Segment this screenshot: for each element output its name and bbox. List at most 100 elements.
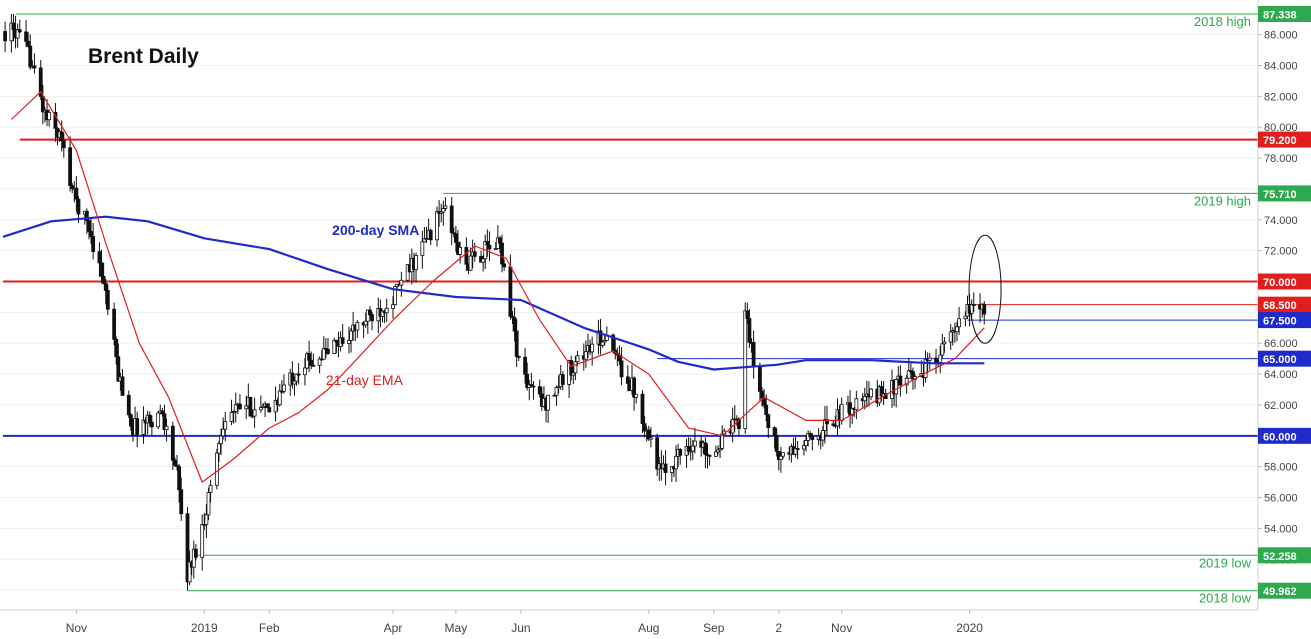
candle-body: [640, 393, 645, 425]
candle-body: [89, 231, 93, 237]
candle-body: [422, 238, 427, 243]
candle-body: [164, 425, 169, 431]
candle-body: [321, 347, 326, 360]
level-label-bg: [1258, 350, 1311, 367]
x-tick-label: Apr: [384, 621, 403, 635]
candle-body: [485, 241, 490, 246]
candle-body: [772, 427, 777, 436]
candle-body: [825, 419, 829, 425]
candle-body: [611, 334, 616, 351]
level-annotation: 2018 high: [1194, 14, 1251, 29]
candle-body: [229, 412, 234, 422]
sma-200-line: [2, 215, 985, 371]
candle-body: [311, 364, 316, 367]
candle-body: [91, 236, 96, 253]
level-label: 60.000: [1263, 431, 1297, 443]
annotations: 200-day SMA 21-day EMA: [326, 222, 1002, 388]
candle-body: [693, 440, 697, 447]
candle-body: [703, 442, 708, 455]
candle-body: [850, 408, 855, 416]
candle-body: [948, 331, 953, 343]
level-label: 68.500: [1263, 300, 1297, 312]
candle-body: [820, 430, 825, 441]
candle-body: [894, 379, 899, 395]
candle-body: [938, 354, 943, 363]
level-label-bg: [1258, 6, 1311, 22]
candle-body: [147, 414, 152, 423]
candle-body: [963, 315, 968, 320]
candle-body: [869, 388, 873, 398]
candle-body: [405, 264, 410, 281]
candle-body: [906, 370, 911, 379]
annotation-label: 200-day SMA: [332, 222, 419, 238]
candle-body: [173, 459, 177, 466]
candle-body: [323, 347, 328, 350]
candle-body: [428, 229, 433, 241]
candle-body: [38, 67, 43, 97]
candle-body: [523, 356, 527, 375]
level-annotation: 2019 low: [1199, 555, 1252, 570]
candle-body: [208, 484, 213, 493]
candle-body: [514, 330, 519, 357]
candle-body: [498, 237, 502, 244]
candle-body: [99, 262, 104, 277]
candle-body: [690, 445, 695, 452]
candle-body: [625, 376, 630, 384]
candle-body: [598, 330, 603, 346]
level-label-bg: [1258, 296, 1311, 313]
candle-body: [116, 356, 121, 382]
level-label-bg: [1258, 427, 1311, 444]
candle-body: [177, 466, 182, 491]
candle-body: [571, 372, 576, 376]
ema-21-line: [10, 91, 985, 483]
candle-body: [831, 423, 836, 426]
grid: [0, 34, 1258, 591]
candle-body: [120, 376, 125, 396]
candle-body: [370, 314, 374, 322]
candle-body: [982, 303, 987, 315]
candle-body: [399, 279, 404, 286]
candle-body: [250, 415, 255, 418]
candle-body: [441, 208, 446, 213]
level-label: 65.000: [1263, 354, 1297, 366]
level-label-bg: [1258, 131, 1311, 148]
candle-body: [202, 524, 207, 526]
candle-body: [508, 266, 513, 317]
candle-body: [217, 443, 221, 454]
candle-body: [424, 238, 429, 240]
candle-body: [307, 353, 312, 361]
x-tick-label: Sep: [703, 621, 725, 635]
candle-body: [179, 489, 184, 515]
chart-title: Brent Daily: [88, 45, 199, 68]
horizontal-levels: 2018 high 2019 high 2019 low 2018 low: [3, 13, 1258, 606]
candle-body: [309, 359, 314, 366]
candle-body: [802, 445, 806, 450]
level-annotation: 2018 low: [1199, 591, 1252, 606]
candle-body: [839, 403, 844, 422]
candle-body: [435, 211, 439, 241]
candle-body: [529, 384, 534, 387]
x-tick-label: Nov: [66, 621, 87, 635]
candle-body: [634, 393, 639, 398]
candle-body: [53, 111, 58, 129]
candle-body: [206, 492, 211, 516]
candle-body: [674, 455, 678, 470]
candle-body: [347, 339, 351, 344]
candle-body: [68, 147, 72, 186]
candle-body: [340, 337, 345, 344]
candle-body: [414, 255, 418, 270]
candle-body: [141, 419, 146, 435]
candle-body: [745, 310, 750, 319]
candle-body: [32, 65, 37, 69]
candle-body: [175, 464, 179, 467]
candle-body: [391, 304, 395, 309]
candle-body: [238, 403, 242, 410]
candle-body: [669, 466, 674, 473]
candle-body: [101, 276, 106, 284]
candle-body: [764, 404, 769, 416]
highlight-ellipse: [968, 234, 1002, 344]
candle-body: [758, 366, 762, 392]
candle-body: [368, 309, 372, 316]
y-tick-label: 72.000: [1264, 246, 1298, 258]
y-tick-label: 54.000: [1264, 523, 1298, 535]
